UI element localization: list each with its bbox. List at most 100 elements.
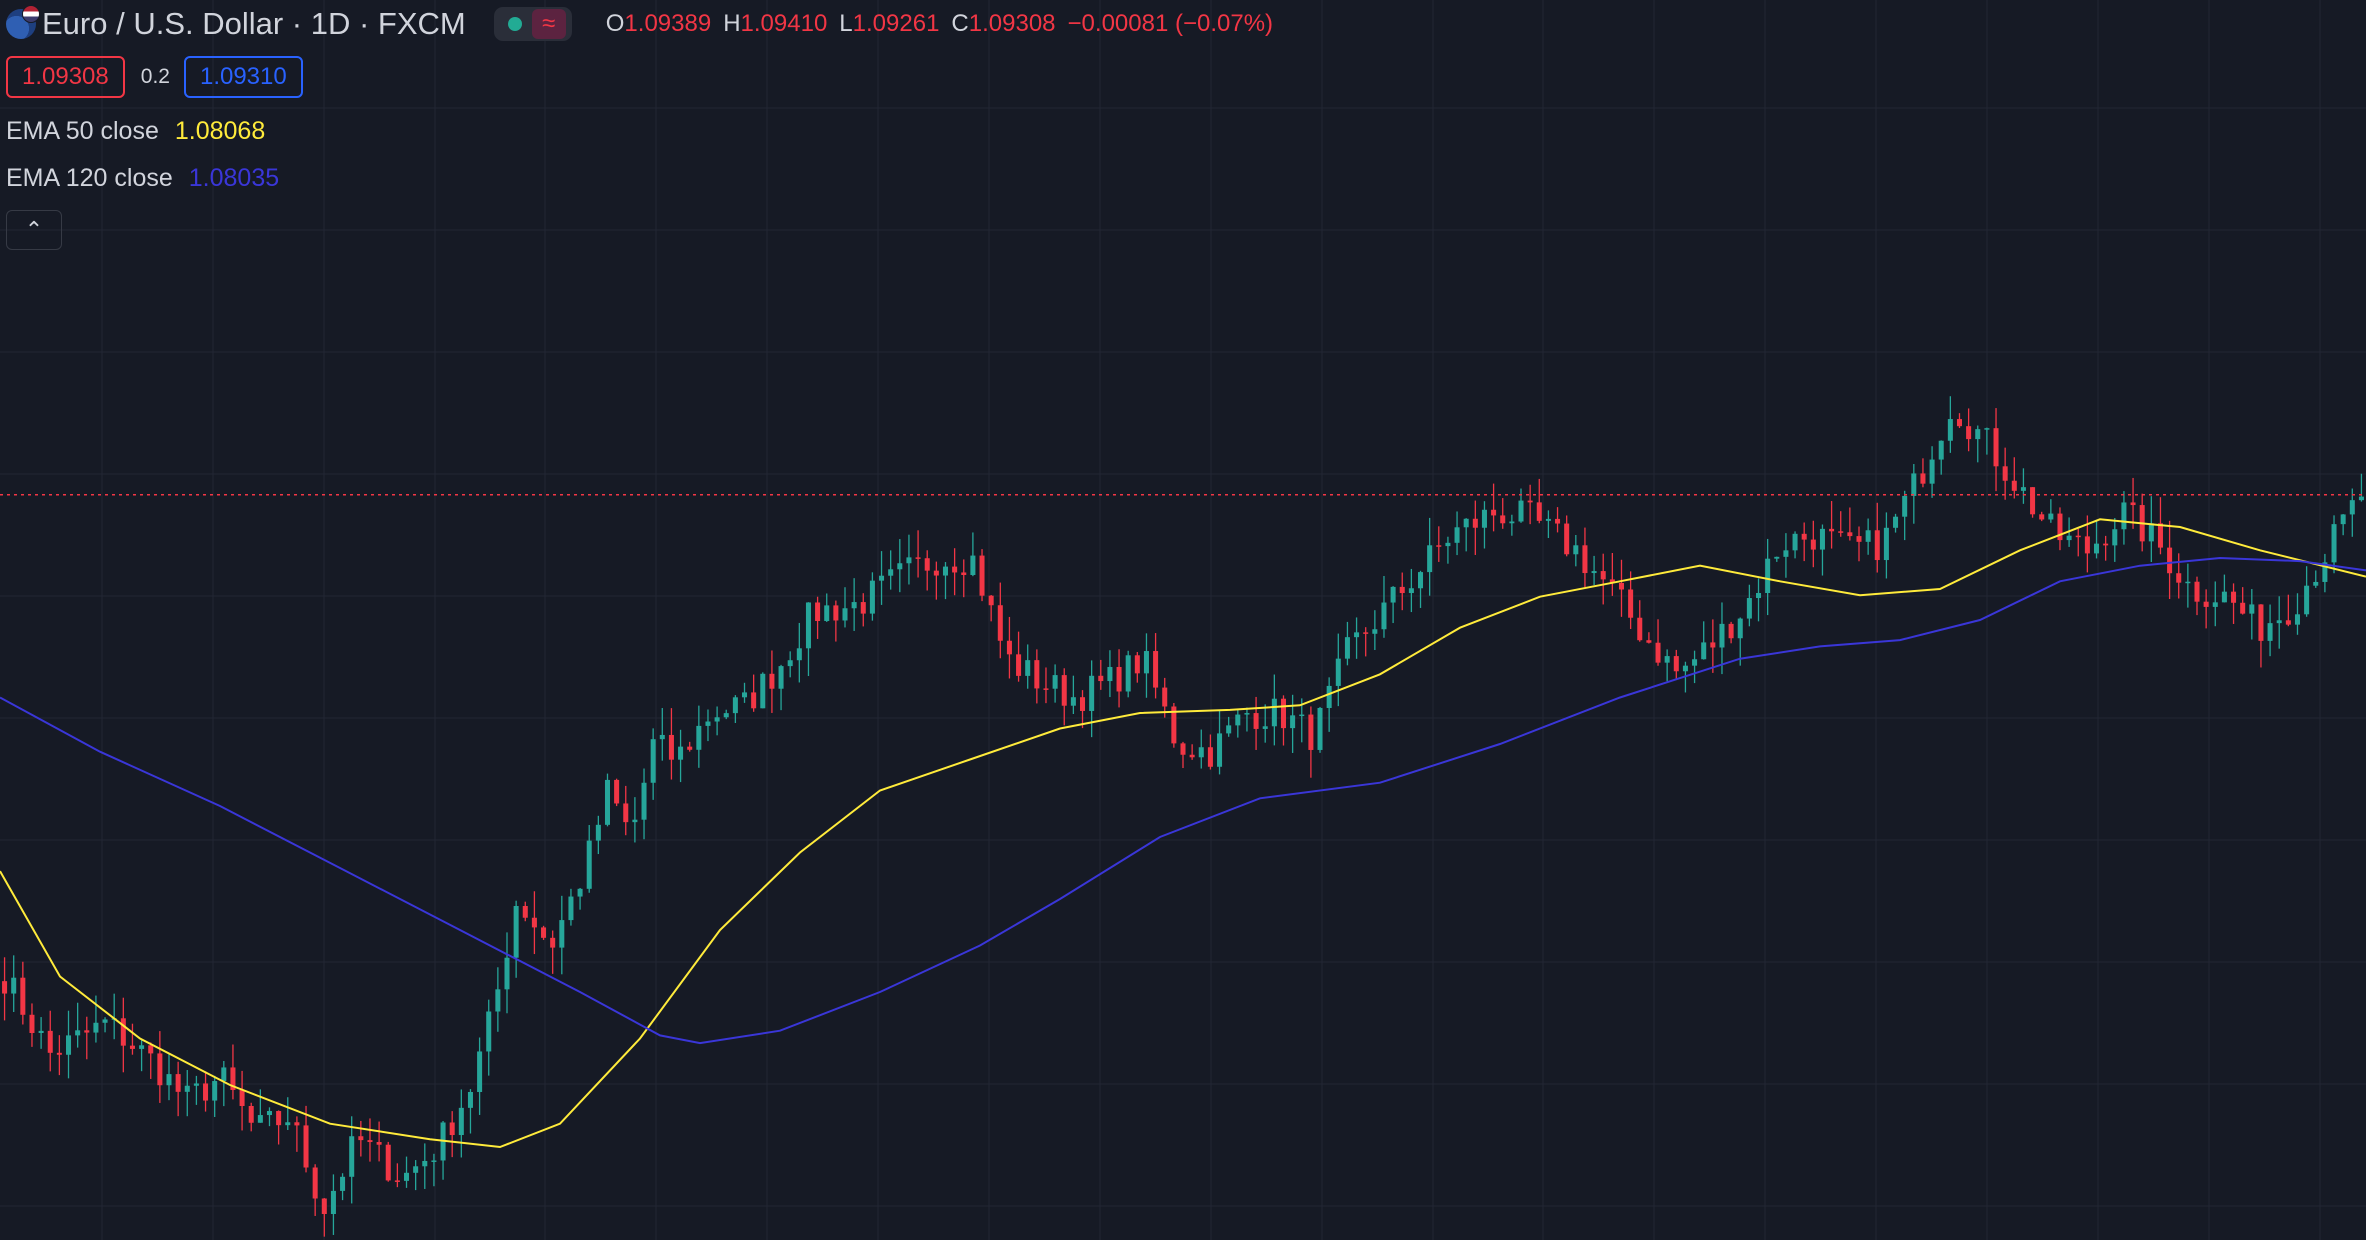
- candle-body: [139, 1045, 145, 1049]
- candle: [842, 587, 848, 628]
- candle-body: [732, 697, 738, 714]
- candle-body: [1673, 656, 1679, 672]
- candle: [659, 708, 665, 761]
- candle-body: [1618, 582, 1624, 590]
- candle-body: [1993, 428, 1999, 467]
- candle: [20, 961, 26, 1025]
- candle-body: [2157, 523, 2163, 548]
- candle-body: [595, 824, 601, 841]
- candle-body: [906, 557, 912, 564]
- candle-body: [1299, 714, 1305, 717]
- candle: [2011, 457, 2017, 499]
- candle-body: [2304, 585, 2310, 615]
- candle-body: [879, 575, 885, 581]
- change-value: −0.00081 (−0.07%): [1067, 10, 1274, 37]
- trade-buttons: 1.09308 0.2 1.09310: [6, 54, 303, 100]
- candle: [1856, 526, 1862, 562]
- ema-50-legend[interactable]: EMA 50 close 1.08068: [6, 117, 265, 146]
- candle: [1564, 515, 1570, 557]
- ema-120-legend[interactable]: EMA 120 close 1.08035: [6, 164, 279, 193]
- candle: [1143, 633, 1149, 698]
- candle: [2148, 496, 2154, 563]
- symbol-title[interactable]: Euro / U.S. Dollar · 1D · FXCM: [42, 6, 466, 41]
- candle: [1664, 649, 1670, 682]
- candle: [1052, 664, 1058, 703]
- candle-body: [248, 1105, 254, 1123]
- candle-body: [1344, 637, 1350, 659]
- candle-body: [1783, 550, 1789, 557]
- candle-body: [1025, 660, 1031, 676]
- candle-body: [2011, 480, 2017, 491]
- candle-body: [1271, 698, 1277, 727]
- candle: [486, 999, 492, 1076]
- candle-body: [1518, 500, 1524, 522]
- candle: [1390, 586, 1396, 624]
- candle: [2094, 519, 2100, 559]
- candle: [531, 891, 537, 955]
- candle-body: [385, 1144, 391, 1181]
- market-status[interactable]: ≈: [493, 7, 572, 41]
- sell-button[interactable]: 1.09308: [6, 56, 125, 98]
- candle-body: [1335, 658, 1341, 686]
- candle-body: [1756, 593, 1762, 599]
- candle-body: [340, 1176, 346, 1191]
- candle: [312, 1164, 318, 1216]
- candle-body: [1701, 642, 1707, 660]
- candle-body: [942, 566, 948, 576]
- candle-body: [486, 1011, 492, 1052]
- candle-body: [330, 1190, 336, 1215]
- candle: [203, 1071, 209, 1112]
- candle-body: [504, 957, 510, 990]
- candle: [577, 887, 583, 910]
- candle-body: [678, 746, 684, 760]
- candle: [2075, 528, 2081, 557]
- candle-body: [742, 692, 748, 698]
- candle: [2331, 515, 2337, 574]
- spread-value: 0.2: [140, 65, 170, 88]
- candle: [467, 1089, 473, 1134]
- candle-body: [294, 1122, 300, 1126]
- candle: [787, 651, 793, 678]
- candle: [732, 695, 738, 724]
- candle-body: [751, 692, 757, 709]
- candle: [513, 900, 519, 978]
- candle-body: [1555, 518, 1561, 524]
- candle: [568, 888, 574, 926]
- candle: [1354, 617, 1360, 659]
- low-value: 1.09261: [852, 10, 940, 37]
- collapse-legend-button[interactable]: ⌃: [6, 210, 62, 250]
- candle-body: [2057, 513, 2063, 541]
- candle-body: [787, 660, 793, 667]
- candle: [1335, 633, 1341, 707]
- candle: [303, 1105, 309, 1173]
- candle-body: [2075, 535, 2081, 538]
- candle-body: [56, 1052, 62, 1055]
- candle-body: [477, 1051, 483, 1092]
- candle: [1253, 696, 1259, 750]
- candle: [1399, 572, 1405, 611]
- buy-button[interactable]: 1.09310: [183, 56, 303, 98]
- candle: [1737, 617, 1743, 666]
- candle: [1847, 507, 1853, 541]
- candle: [1600, 553, 1606, 605]
- candle: [129, 1023, 135, 1055]
- candle-body: [2285, 620, 2291, 625]
- candle-body: [2358, 496, 2364, 501]
- candle-body: [2249, 604, 2255, 614]
- candle-body: [66, 1035, 72, 1055]
- candle: [1280, 695, 1286, 746]
- candle-body: [1774, 556, 1780, 559]
- ema-50-label: EMA 50 close: [6, 117, 159, 145]
- candle: [47, 1010, 53, 1072]
- candle: [522, 901, 528, 922]
- candle-body: [349, 1136, 355, 1177]
- candle: [1427, 517, 1433, 596]
- candle-body: [1034, 660, 1040, 689]
- candle: [1226, 716, 1232, 737]
- candle: [394, 1163, 400, 1188]
- candle-body: [175, 1074, 181, 1092]
- candle-body: [577, 888, 583, 897]
- candle-body: [2276, 620, 2282, 624]
- candle-body: [2020, 487, 2026, 491]
